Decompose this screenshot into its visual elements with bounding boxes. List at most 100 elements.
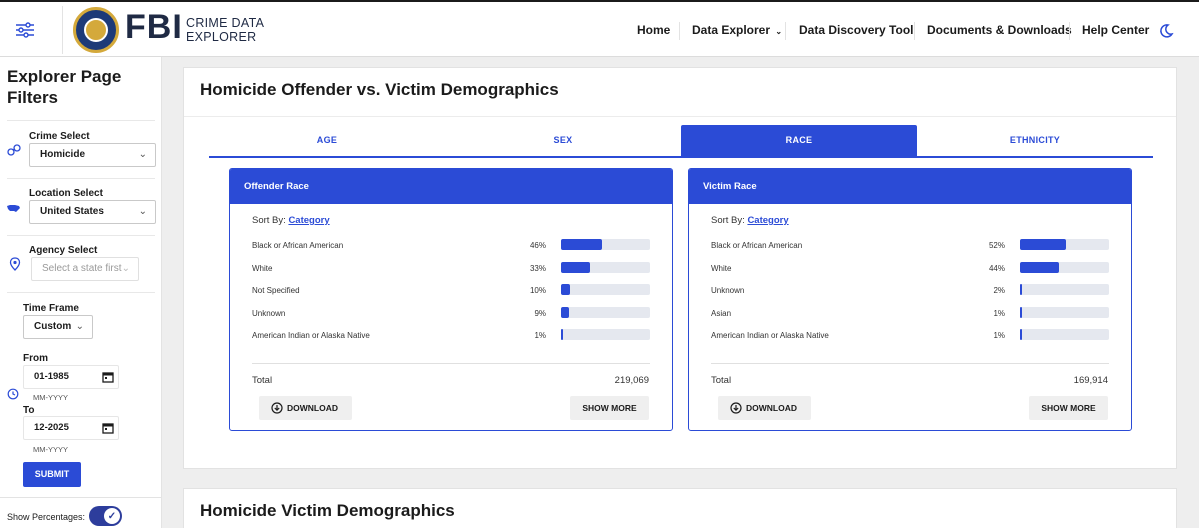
chevron-down-icon: ⌄ xyxy=(121,263,130,274)
time-frame-value: Custom xyxy=(34,321,72,332)
divider xyxy=(7,120,155,121)
tab-sex[interactable]: SEX xyxy=(553,135,573,145)
nav-home[interactable]: Home xyxy=(637,23,671,37)
nav-data-discovery-tool[interactable]: Data Discovery Tool xyxy=(799,23,914,37)
sort-by-category-link[interactable]: Category xyxy=(288,215,330,226)
agency-select-placeholder: Select a state first xyxy=(42,263,122,274)
calendar-icon[interactable] xyxy=(102,371,114,383)
header-divider xyxy=(62,6,63,54)
card-title: Homicide Victim Demographics xyxy=(200,501,455,520)
to-date-value: 12-2025 xyxy=(34,422,69,433)
total-value: 219,069 xyxy=(614,375,649,386)
bar-fill xyxy=(561,307,569,318)
time-frame-select[interactable]: Custom ⌄ xyxy=(23,315,93,339)
location-select[interactable]: United States ⌄ xyxy=(29,200,156,224)
agency-select-label: Agency Select xyxy=(29,245,98,256)
from-date-hint: MM-YYYY xyxy=(33,393,69,402)
calendar-icon[interactable] xyxy=(102,422,114,434)
row-percent: 2% xyxy=(993,286,1005,295)
bar-track xyxy=(561,262,650,273)
bar-fill xyxy=(561,239,602,250)
nav-separator xyxy=(679,22,680,40)
offender-race-panel: Offender Race Sort By: Category Black or… xyxy=(229,168,673,431)
bar-track xyxy=(561,307,650,318)
crime-select[interactable]: Homicide ⌄ xyxy=(29,143,156,167)
crime-select-value: Homicide xyxy=(40,149,86,160)
bar-track xyxy=(1020,239,1109,250)
bar-track xyxy=(1020,329,1109,340)
bar-fill xyxy=(561,262,590,273)
bar-fill xyxy=(1020,329,1022,340)
bar-fill xyxy=(561,329,563,340)
row-label: Black or African American xyxy=(252,241,344,250)
bar-fill xyxy=(1020,239,1066,250)
to-date-hint: MM-YYYY xyxy=(33,445,69,454)
row-label: Unknown xyxy=(711,286,745,295)
bar-fill xyxy=(1020,307,1022,318)
chevron-down-icon: ⌄ xyxy=(75,321,84,332)
nav-documents-downloads[interactable]: Documents & Downloads xyxy=(927,23,1072,37)
nav-data-explorer-label: Data Explorer xyxy=(692,23,771,37)
bar-track xyxy=(1020,307,1109,318)
agency-select[interactable]: Select a state first ⌄ xyxy=(31,257,139,281)
bar-track xyxy=(1020,284,1109,295)
show-more-button[interactable]: SHOW MORE xyxy=(570,396,649,420)
row-percent: 33% xyxy=(529,264,546,273)
panel-title: Offender Race xyxy=(230,169,672,204)
tab-race[interactable]: RACE xyxy=(681,125,917,156)
chevron-down-icon: ⌄ xyxy=(138,206,147,217)
nav-separator xyxy=(785,22,786,40)
tab-ethnicity[interactable]: ETHNICITY xyxy=(1009,135,1061,145)
total-label: Total xyxy=(252,375,273,386)
fbi-seal-logo[interactable] xyxy=(73,7,119,53)
bar-track xyxy=(561,329,650,340)
sidebar-title: Explorer Page Filters xyxy=(7,67,122,107)
location-pin-icon xyxy=(8,257,22,271)
brand-fbi[interactable]: FBI xyxy=(125,8,183,46)
download-button[interactable]: DOWNLOAD xyxy=(718,396,811,420)
moon-icon[interactable] xyxy=(1158,23,1174,39)
row-percent: 9% xyxy=(534,309,546,318)
divider xyxy=(7,178,155,179)
bar-track xyxy=(561,284,650,295)
divider xyxy=(252,363,650,364)
row-label: White xyxy=(252,264,273,273)
sort-by-label: Sort By: xyxy=(252,215,286,226)
nav-help-center[interactable]: Help Center xyxy=(1082,23,1150,37)
sort-by-category-link[interactable]: Category xyxy=(747,215,789,226)
show-percentages-toggle[interactable]: ✓ xyxy=(89,506,122,526)
row-percent: 46% xyxy=(529,241,546,250)
sort-by-label: Sort By: xyxy=(711,215,745,226)
panel-title: Victim Race xyxy=(689,169,1131,204)
divider xyxy=(7,292,155,293)
brand-line-2: EXPLORER xyxy=(186,30,257,44)
bar-fill xyxy=(561,284,570,295)
tab-age[interactable]: AGE xyxy=(316,135,338,145)
usa-map-icon xyxy=(6,201,20,215)
to-date-input[interactable]: 12-2025 xyxy=(23,416,119,440)
row-label: American Indian or Alaska Native xyxy=(711,331,829,340)
sort-by: Sort By: Category xyxy=(711,215,789,226)
row-label: Not Specified xyxy=(252,286,300,295)
handcuffs-icon xyxy=(7,143,21,157)
sliders-icon[interactable] xyxy=(14,21,36,39)
from-date-value: 01-1985 xyxy=(34,371,69,382)
clock-icon xyxy=(7,387,21,401)
from-date-input[interactable]: 01-1985 xyxy=(23,365,119,389)
row-label: Unknown xyxy=(252,309,286,318)
filters-sidebar: Explorer Page Filters Crime Select Homic… xyxy=(0,57,162,528)
sort-by: Sort By: Category xyxy=(252,215,330,226)
bar-fill xyxy=(1020,262,1059,273)
nav-data-explorer[interactable]: Data Explorer ⌄ xyxy=(692,23,782,37)
crime-select-label: Crime Select xyxy=(29,131,90,142)
time-frame-label: Time Frame xyxy=(23,303,79,314)
row-percent: 1% xyxy=(993,331,1005,340)
row-label: American Indian or Alaska Native xyxy=(252,331,370,340)
show-more-button[interactable]: SHOW MORE xyxy=(1029,396,1108,420)
download-button[interactable]: DOWNLOAD xyxy=(259,396,352,420)
divider xyxy=(711,363,1109,364)
download-icon xyxy=(271,402,283,414)
total-value: 169,914 xyxy=(1073,375,1108,386)
victim-demographics-card: Homicide Victim Demographics xyxy=(183,488,1177,528)
submit-button[interactable]: SUBMIT xyxy=(23,462,81,487)
